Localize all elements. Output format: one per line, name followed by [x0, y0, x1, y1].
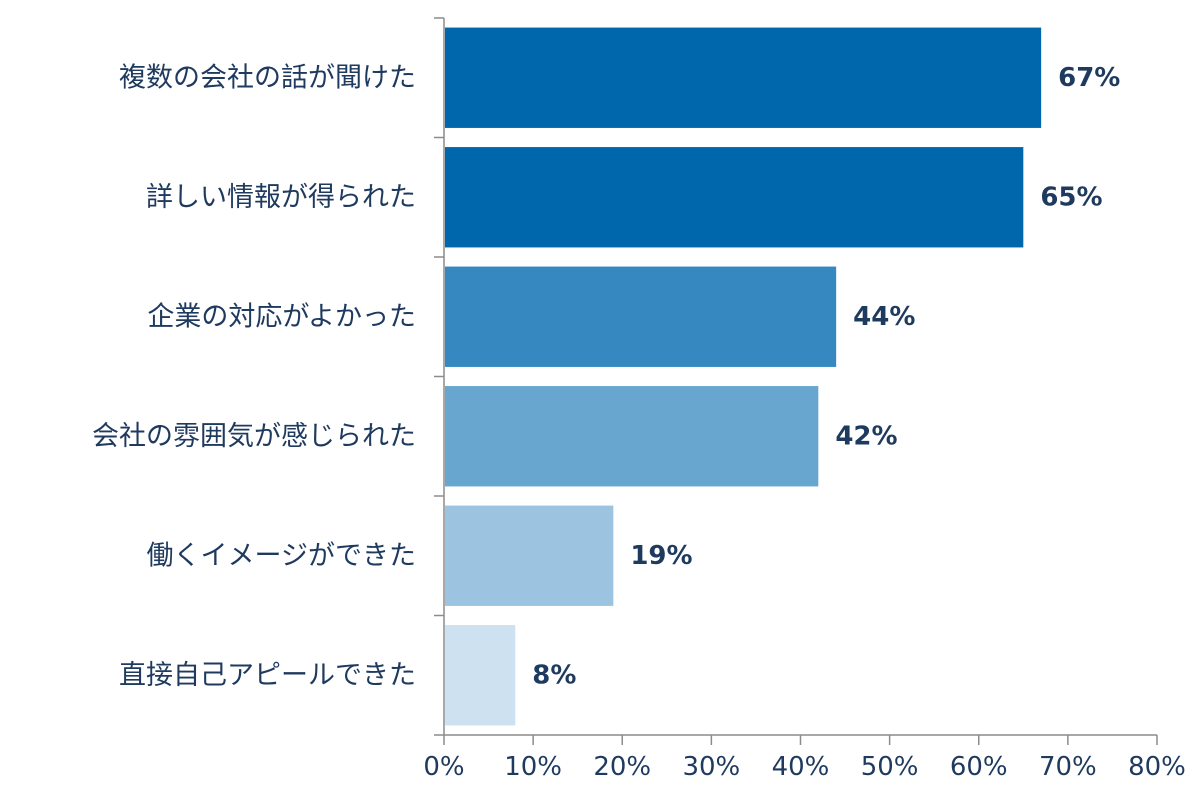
x-tick-label-6: 60% — [950, 752, 1008, 782]
value-label-5: 8% — [532, 660, 576, 690]
category-label-0: 複数の会社の話が聞けた — [119, 62, 416, 93]
category-label-2: 企業の対応がよかった — [147, 301, 416, 332]
category-label-3: 会社の雰囲気が感じられた — [92, 421, 416, 452]
bar-0 — [445, 27, 1042, 128]
x-tick-label-7: 70% — [1039, 752, 1097, 782]
x-tick-label-0: 0% — [423, 752, 464, 782]
value-label-2: 44% — [853, 302, 915, 332]
bar-4 — [445, 505, 614, 606]
value-label-0: 67% — [1058, 63, 1120, 93]
value-labels: 67% 65% 44% 42% 19% 8% — [532, 63, 1120, 691]
category-label-1: 詳しい情報が得られた — [146, 182, 416, 213]
bars-group — [445, 27, 1042, 726]
category-labels: 複数の会社の話が聞けた詳しい情報が得られた企業の対応がよかった会社の雰囲気が感じ… — [92, 62, 416, 691]
x-tick-label-2: 20% — [593, 752, 651, 782]
x-tick-label-4: 40% — [772, 752, 830, 782]
value-label-1: 65% — [1040, 182, 1102, 212]
x-tick-label-8: 80% — [1128, 752, 1186, 782]
bar-2 — [445, 266, 837, 367]
x-tick-label-1: 10% — [504, 752, 562, 782]
category-label-5: 直接自己アピールできた — [119, 660, 416, 691]
x-tick-label-3: 30% — [682, 752, 740, 782]
category-label-4: 働くイメージができた — [147, 540, 416, 571]
axes — [434, 17, 1158, 745]
bar-3 — [445, 386, 819, 487]
value-label-3: 42% — [835, 421, 897, 451]
bar-1 — [445, 147, 1024, 248]
x-tick-label-5: 50% — [861, 752, 919, 782]
bar-5 — [445, 625, 516, 726]
x-tick-labels: 0% 10% 20% 30% 40% 50% 60% 70% 80% — [423, 752, 1186, 782]
value-label-4: 19% — [630, 541, 692, 571]
